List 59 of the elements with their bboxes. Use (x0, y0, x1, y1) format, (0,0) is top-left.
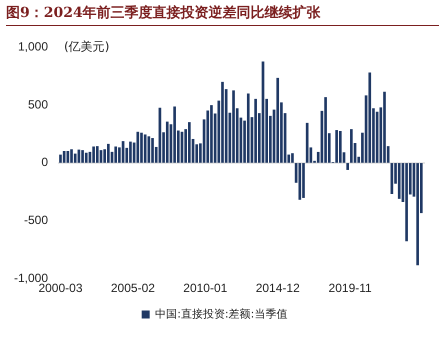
bar (92, 146, 95, 163)
bar (78, 150, 80, 163)
bar (210, 105, 213, 163)
bar (100, 150, 102, 163)
bar (107, 144, 110, 163)
bar (140, 132, 143, 163)
bar (96, 146, 99, 163)
bar (338, 130, 342, 163)
bar (324, 97, 327, 163)
x-tick-label: 2019-11 (328, 281, 372, 296)
y-tick-label: 500 (28, 97, 48, 112)
y-axis-title: (亿美元) (64, 39, 110, 54)
y-tick-label: 0 (41, 155, 48, 170)
bar (148, 136, 150, 163)
bar (405, 163, 408, 242)
y-tick-label: -500 (24, 213, 48, 228)
x-tick-label: 2010-01 (183, 281, 228, 296)
bar (180, 132, 184, 163)
bar (221, 82, 224, 163)
bar (166, 122, 169, 163)
bar (114, 146, 118, 163)
bar (59, 154, 62, 163)
bar (254, 98, 257, 163)
bar (84, 152, 88, 163)
bar (188, 122, 191, 163)
bar (291, 153, 294, 163)
bar (306, 122, 309, 163)
bar (298, 163, 302, 200)
bar (62, 151, 66, 163)
bar (70, 149, 73, 163)
bar (398, 163, 401, 199)
chart-title: 图9：2024年前三季度直接投资逆差同比继续扩张 (6, 4, 439, 26)
bar (350, 129, 353, 163)
bar (173, 106, 176, 163)
bar (246, 93, 250, 163)
bar (129, 142, 132, 163)
bar (262, 61, 264, 163)
bar (276, 78, 280, 163)
bar (151, 138, 154, 163)
bar (346, 163, 350, 170)
bar (416, 163, 419, 266)
bar (368, 72, 372, 163)
y-tick-label: 1,000 (18, 40, 48, 54)
bar (74, 154, 77, 163)
bar (383, 92, 386, 163)
bar (158, 108, 162, 163)
bar (81, 150, 84, 163)
bar (376, 112, 378, 163)
bar (122, 141, 124, 163)
bar (136, 132, 140, 163)
bar (232, 90, 235, 163)
x-tick-label: 2005-02 (110, 281, 156, 296)
bar (335, 130, 338, 163)
bar (390, 163, 394, 194)
x-tick-label: 2014-12 (256, 281, 300, 296)
bar (302, 163, 305, 198)
legend-label: 中国:直接投资:差额:当季值 (155, 307, 288, 320)
bar (144, 134, 146, 163)
bar (66, 151, 70, 163)
